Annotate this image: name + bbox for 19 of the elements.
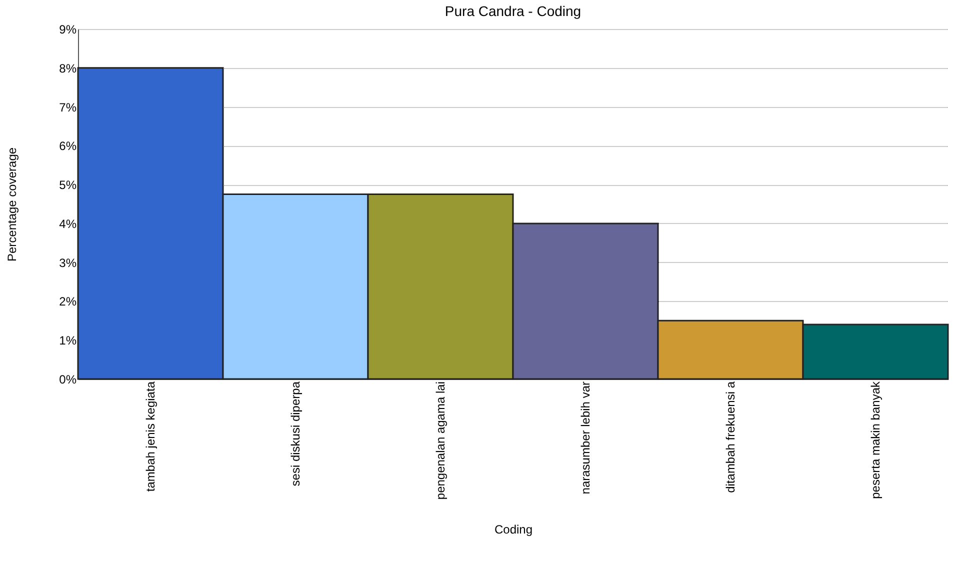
y-tick-label: 7% xyxy=(59,100,77,114)
x-tick-label: ditambah frekuensi a xyxy=(724,381,738,493)
y-tick-label: 2% xyxy=(59,294,77,309)
y-tick-label: 0% xyxy=(59,372,77,386)
y-tick-label: 9% xyxy=(59,22,77,36)
x-tick-label: sesi diskusi diperpa xyxy=(288,381,302,486)
x-tick-label: pengenalan agama lai xyxy=(434,382,448,500)
x-axis-title: Coding xyxy=(494,522,533,537)
y-tick-label: 5% xyxy=(59,178,77,192)
x-tick-label: tambah jenis kegiata xyxy=(144,381,158,492)
y-tick-label: 3% xyxy=(59,256,77,270)
y-tick-label: 8% xyxy=(59,61,77,76)
x-tick-label: narasumber lebih var xyxy=(578,382,592,494)
y-tick-label: 6% xyxy=(59,139,77,154)
y-tick-label: 4% xyxy=(59,216,77,231)
x-tick-label: peserta makin banyak xyxy=(868,380,882,499)
chart-title: Pura Candra - Coding xyxy=(444,3,582,19)
y-axis-title: Percentage coverage xyxy=(5,147,20,262)
y-tick-label: 1% xyxy=(59,334,77,348)
